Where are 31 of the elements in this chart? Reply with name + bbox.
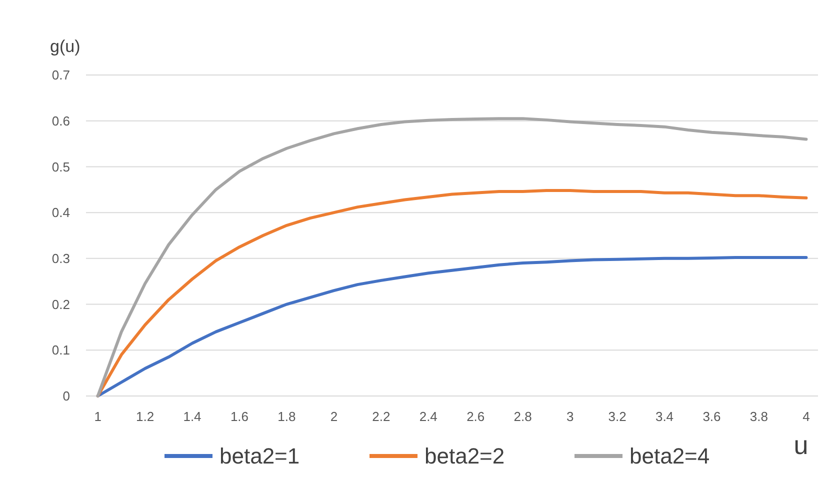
y-tick-label: 0 (62, 388, 70, 404)
x-axis-title: u (794, 430, 808, 460)
y-tick-label: 0.5 (52, 159, 70, 174)
y-tick-label: 0.3 (52, 250, 70, 266)
x-tick-label: 1.8 (278, 409, 296, 424)
x-tick-label: 3.8 (750, 409, 768, 424)
x-tick-label: 1.4 (183, 409, 202, 424)
y-tick-label: 0.2 (52, 296, 70, 312)
x-tick-label: 1.2 (136, 409, 154, 424)
x-tick-label: 4 (802, 409, 810, 424)
x-tick-label: 2.8 (514, 409, 532, 424)
y-tick-label: 0.6 (52, 113, 70, 128)
x-tick-label: 3.4 (655, 409, 674, 424)
x-tick-label: 1 (94, 409, 102, 424)
y-tick-label: 0.7 (52, 68, 70, 83)
x-tick-label: 3 (566, 409, 574, 424)
legend-label: beta2=1 (220, 444, 300, 469)
legend-label: beta2=4 (630, 444, 710, 469)
x-tick-label: 1.6 (230, 409, 249, 424)
x-tick-label: 3.6 (702, 409, 721, 424)
line-series (96, 256, 808, 398)
x-tick-label: 2.2 (372, 409, 390, 424)
x-tick-label: 3.2 (608, 409, 626, 424)
legend-label: beta2=2 (424, 444, 505, 469)
x-tick-label: 2.4 (419, 409, 438, 424)
y-tick-label: 0.1 (52, 342, 70, 358)
x-tick-label: 2 (330, 409, 338, 424)
line-series (96, 117, 808, 398)
y-axis-title: g(u) (50, 37, 80, 56)
y-tick-label: 0.4 (52, 205, 70, 220)
x-tick-label: 2.6 (466, 409, 485, 424)
